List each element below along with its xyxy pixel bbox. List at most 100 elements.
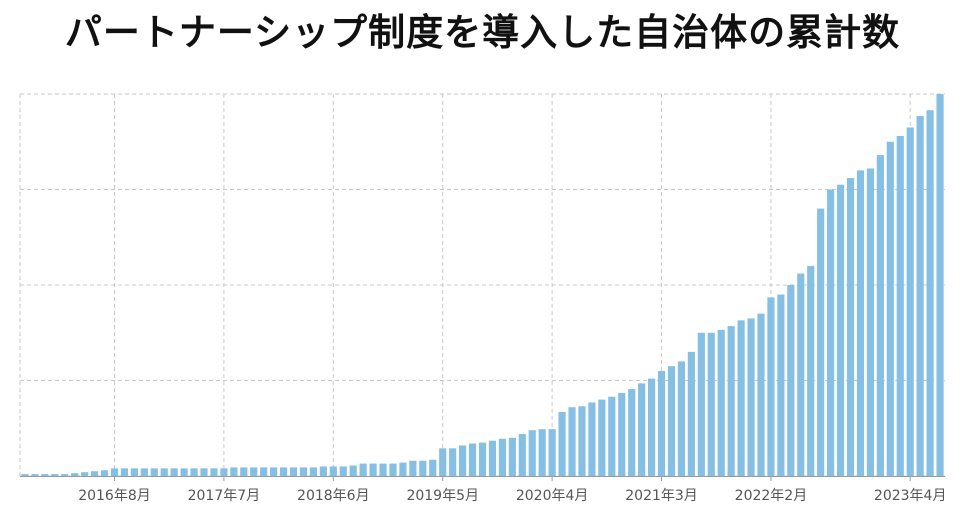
bar-38 bbox=[399, 462, 407, 476]
bar-30 bbox=[319, 466, 327, 476]
bar-6 bbox=[81, 472, 89, 476]
bar-13 bbox=[150, 468, 158, 476]
bar-82 bbox=[836, 184, 845, 477]
bar-66 bbox=[677, 361, 685, 476]
bar-78 bbox=[797, 273, 805, 476]
bar-45 bbox=[468, 443, 477, 476]
bar-8 bbox=[100, 470, 109, 476]
bar-5 bbox=[71, 473, 79, 476]
bar-87 bbox=[886, 141, 894, 476]
x-tick-label: 2018年6月 bbox=[297, 488, 370, 504]
bar-54 bbox=[558, 412, 566, 476]
bars bbox=[21, 94, 944, 477]
bar-62 bbox=[638, 383, 646, 476]
bar-44 bbox=[459, 445, 467, 476]
x-tick-label: 2022年2月 bbox=[735, 488, 808, 504]
bar-42 bbox=[439, 448, 447, 476]
bar-63 bbox=[648, 378, 656, 476]
x-tick-label: 2016年8月 bbox=[78, 488, 151, 504]
x-tick-label: 2017年7月 bbox=[188, 488, 261, 504]
bar-10 bbox=[120, 468, 129, 476]
bar-23 bbox=[250, 467, 258, 476]
bar-36 bbox=[379, 463, 387, 476]
bar-60 bbox=[618, 392, 626, 476]
bar-56 bbox=[578, 406, 586, 476]
bar-90 bbox=[916, 115, 924, 477]
bar-86 bbox=[876, 155, 884, 476]
bar-67 bbox=[687, 351, 695, 476]
bar-55 bbox=[568, 407, 576, 476]
bar-58 bbox=[598, 399, 606, 476]
bar-64 bbox=[657, 370, 666, 476]
bar-57 bbox=[588, 402, 596, 476]
bar-50 bbox=[518, 433, 526, 476]
bar-80 bbox=[817, 208, 825, 476]
bar-74 bbox=[757, 313, 765, 476]
bar-70 bbox=[717, 329, 725, 476]
bar-75 bbox=[767, 297, 775, 476]
bar-91 bbox=[926, 110, 934, 477]
bar-22 bbox=[240, 467, 248, 476]
bar-20 bbox=[220, 468, 228, 476]
bar-72 bbox=[737, 320, 745, 476]
bar-84 bbox=[856, 170, 865, 476]
bar-51 bbox=[528, 430, 536, 476]
x-tick-label: 2021年3月 bbox=[625, 488, 698, 504]
bar-77 bbox=[787, 285, 795, 476]
bar-65 bbox=[667, 366, 676, 476]
bar-19 bbox=[210, 468, 218, 476]
bar-15 bbox=[170, 468, 178, 476]
bar-46 bbox=[478, 442, 487, 476]
bar-43 bbox=[449, 448, 457, 476]
bar-83 bbox=[846, 178, 855, 477]
bar-32 bbox=[339, 466, 347, 476]
bar-14 bbox=[160, 468, 168, 476]
bar-53 bbox=[548, 429, 556, 476]
bar-16 bbox=[180, 468, 188, 476]
bar-39 bbox=[409, 460, 417, 476]
bar-2 bbox=[41, 474, 49, 476]
bar-40 bbox=[419, 460, 427, 476]
bar-35 bbox=[369, 463, 377, 476]
x-tick-label: 2020年4月 bbox=[516, 488, 589, 504]
bar-89 bbox=[906, 127, 914, 477]
bar-85 bbox=[866, 168, 874, 477]
bar-4 bbox=[61, 474, 69, 476]
bar-26 bbox=[279, 467, 288, 476]
x-tick-label: 2019年5月 bbox=[406, 488, 479, 504]
bar-18 bbox=[200, 468, 208, 476]
bar-12 bbox=[140, 468, 148, 476]
chart-title: パートナーシップ制度を導入した自治体の累計数 bbox=[64, 11, 901, 54]
horizontal-gridlines bbox=[20, 93, 945, 477]
bar-47 bbox=[488, 440, 497, 476]
bar-17 bbox=[190, 468, 198, 476]
bar-33 bbox=[349, 465, 357, 476]
bar-71 bbox=[727, 326, 735, 476]
bar-73 bbox=[747, 318, 755, 476]
bar-21 bbox=[230, 467, 238, 476]
bar-3 bbox=[51, 474, 59, 476]
bar-24 bbox=[260, 467, 268, 476]
bar-59 bbox=[608, 396, 616, 476]
bar-88 bbox=[896, 136, 904, 476]
bar-1 bbox=[31, 474, 39, 476]
bar-48 bbox=[498, 438, 506, 476]
bar-49 bbox=[508, 437, 516, 476]
bar-31 bbox=[329, 466, 337, 476]
x-tick-label: 2023年4月 bbox=[874, 488, 947, 504]
bar-68 bbox=[697, 332, 705, 476]
bar-69 bbox=[707, 332, 715, 476]
bar-52 bbox=[538, 429, 546, 476]
bar-41 bbox=[429, 459, 437, 476]
bar-7 bbox=[91, 471, 99, 476]
bar-92 bbox=[936, 94, 944, 476]
bar-27 bbox=[289, 467, 298, 476]
bar-81 bbox=[827, 189, 835, 476]
bar-61 bbox=[628, 389, 636, 476]
bar-28 bbox=[299, 467, 308, 476]
bar-11 bbox=[130, 468, 138, 476]
bar-9 bbox=[110, 468, 119, 476]
bar-0 bbox=[21, 474, 29, 476]
bar-79 bbox=[807, 265, 815, 476]
